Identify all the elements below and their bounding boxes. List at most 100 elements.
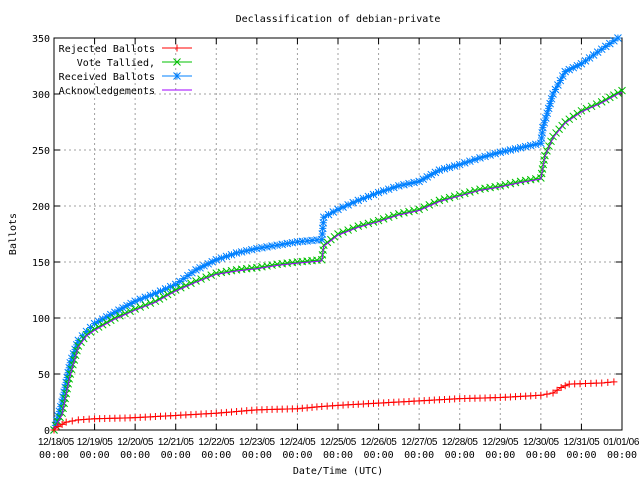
data-point xyxy=(151,289,160,298)
data-point xyxy=(511,178,520,187)
x-tick-label-time: 00:00 xyxy=(364,450,394,461)
data-point xyxy=(258,243,266,252)
data-point xyxy=(471,155,479,164)
data-point xyxy=(90,319,99,328)
data-point xyxy=(543,109,552,118)
y-tick-label: 200 xyxy=(32,202,50,213)
x-tick-label-time: 00:00 xyxy=(201,450,231,461)
x-tick-label-date: 12/25/05 xyxy=(320,437,357,448)
data-point xyxy=(188,268,196,277)
data-point xyxy=(344,201,352,209)
data-point xyxy=(531,140,540,149)
data-point xyxy=(423,173,432,181)
x-tick-label-time: 00:00 xyxy=(161,450,191,461)
data-point xyxy=(410,206,418,215)
data-point xyxy=(400,208,408,217)
data-point xyxy=(359,220,368,229)
data-point xyxy=(253,244,261,253)
data-point xyxy=(319,213,328,222)
data-point xyxy=(369,218,378,226)
data-point xyxy=(293,237,302,246)
data-point xyxy=(496,181,505,190)
x-tick-label-time: 00:00 xyxy=(242,450,272,461)
series-received-ballots xyxy=(50,34,622,434)
data-point xyxy=(405,207,413,216)
data-point xyxy=(577,59,586,68)
data-point xyxy=(549,90,557,98)
y-tick-label: 100 xyxy=(32,314,50,325)
data-point xyxy=(94,317,103,326)
data-point xyxy=(561,118,570,126)
data-point xyxy=(318,230,327,238)
data-point xyxy=(146,291,155,300)
data-point xyxy=(610,378,618,386)
data-point xyxy=(526,141,535,150)
data-point xyxy=(593,48,602,56)
data-point xyxy=(82,327,91,336)
legend-label: Vote Tallied, xyxy=(77,58,155,69)
series-acknowledgements xyxy=(53,91,623,431)
data-point xyxy=(537,139,545,148)
data-point xyxy=(339,203,347,211)
data-point xyxy=(192,265,200,274)
data-point xyxy=(242,246,251,255)
data-point xyxy=(614,34,622,42)
data-point xyxy=(82,330,91,339)
legend-marker xyxy=(173,44,181,52)
data-point xyxy=(604,378,612,386)
data-point xyxy=(455,160,464,169)
data-point xyxy=(354,196,363,205)
data-point xyxy=(115,306,123,315)
data-point xyxy=(561,382,569,390)
data-point xyxy=(419,175,428,183)
data-point xyxy=(222,252,231,261)
data-point xyxy=(466,188,474,196)
x-tick-label-time: 00:00 xyxy=(282,450,312,461)
y-axis-label: Ballots xyxy=(8,213,19,255)
data-point xyxy=(547,94,556,103)
data-point xyxy=(66,358,75,367)
x-tick-label-time: 00:00 xyxy=(323,450,353,461)
data-point xyxy=(556,76,565,85)
data-point xyxy=(597,45,606,54)
data-point xyxy=(283,239,292,248)
data-point xyxy=(171,280,180,289)
data-point xyxy=(196,263,204,272)
data-point xyxy=(58,420,66,428)
x-tick-label-time: 00:00 xyxy=(526,450,556,461)
data-point xyxy=(486,151,494,159)
y-tick-label: 350 xyxy=(32,34,50,45)
data-point xyxy=(589,51,598,59)
data-point xyxy=(50,426,58,434)
data-point xyxy=(481,152,489,161)
legend-marker xyxy=(173,58,181,66)
data-point xyxy=(212,255,221,264)
data-point xyxy=(400,180,408,189)
x-tick-label-time: 00:00 xyxy=(566,450,596,461)
data-point xyxy=(179,274,188,283)
data-point xyxy=(141,293,150,302)
x-tick-label-time: 00:00 xyxy=(404,450,434,461)
data-point xyxy=(543,390,551,398)
x-tick-label-date: 12/28/05 xyxy=(442,437,479,448)
data-point xyxy=(67,354,76,363)
data-point xyxy=(184,271,192,280)
x-tick-label-date: 12/29/05 xyxy=(482,437,519,448)
data-point xyxy=(374,188,383,197)
data-point xyxy=(131,297,139,306)
data-point xyxy=(106,310,115,319)
data-point xyxy=(491,149,500,158)
chart-title: Declassification of debian-private xyxy=(236,14,441,25)
data-point xyxy=(389,183,398,192)
data-point xyxy=(384,185,393,194)
data-point xyxy=(78,332,87,340)
data-point xyxy=(598,379,606,387)
data-point xyxy=(227,250,236,259)
x-tick-label-date: 12/21/05 xyxy=(158,437,195,448)
data-point xyxy=(68,417,76,425)
x-tick-label-time: 00:00 xyxy=(607,450,637,461)
data-point xyxy=(450,162,459,170)
data-point xyxy=(308,236,316,245)
data-point xyxy=(540,118,549,127)
